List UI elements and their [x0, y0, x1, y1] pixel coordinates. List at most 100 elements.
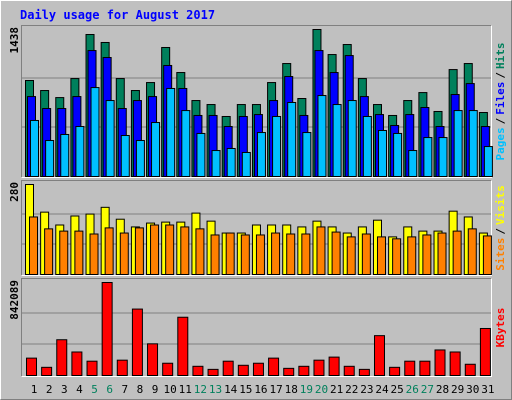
bar: [479, 327, 491, 376]
bar: [464, 363, 476, 376]
x-tick-label: 2: [46, 383, 53, 396]
bar: [361, 233, 371, 275]
x-tick-label: 13: [209, 383, 222, 396]
bar: [423, 137, 433, 177]
bar: [377, 129, 387, 178]
bar: [29, 216, 38, 275]
legend: Pages / Files / Hits: [494, 43, 507, 161]
y-tick-label: 842089: [8, 280, 21, 320]
bar: [393, 132, 403, 178]
bar: [287, 101, 297, 177]
bar: [150, 224, 160, 275]
x-tick-label: 19: [300, 383, 313, 396]
bar: [241, 151, 251, 177]
bar: [71, 351, 83, 376]
bar: [60, 133, 70, 177]
bar: [376, 236, 386, 275]
panel-light: [21, 180, 492, 276]
bar: [44, 228, 54, 276]
x-tick-label: 26: [406, 383, 419, 396]
x-tick-label: 20: [315, 383, 328, 396]
bar: [422, 234, 432, 275]
bar: [207, 368, 219, 377]
panel-shade: [21, 180, 492, 276]
bar: [392, 238, 402, 275]
bar: [166, 87, 176, 177]
bar: [482, 235, 492, 276]
bar: [237, 364, 249, 376]
bar: [181, 110, 191, 177]
bar: [255, 234, 265, 275]
legend: Sites / Visits: [494, 185, 507, 271]
bar: [211, 150, 221, 178]
bar: [346, 236, 356, 275]
legend-separator: /: [494, 72, 507, 79]
x-tick-label: 28: [436, 383, 449, 396]
x-tick-label: 25: [390, 383, 403, 396]
x-tick-label: 29: [451, 383, 464, 396]
bar: [41, 366, 53, 377]
x-tick-label: 18: [285, 383, 298, 396]
bar: [317, 95, 327, 177]
bar: [316, 226, 326, 276]
legend-entry: Files: [494, 82, 507, 115]
bar: [452, 230, 462, 276]
bar: [302, 132, 312, 178]
bar: [101, 282, 113, 376]
x-tick-label: 22: [345, 383, 358, 396]
bar: [240, 234, 250, 275]
legend-separator: /: [494, 228, 507, 235]
bar: [162, 362, 174, 377]
bar: [283, 367, 295, 377]
bar: [192, 365, 204, 376]
bar: [404, 360, 416, 377]
bar: [119, 232, 129, 276]
y-tick-label: 1438: [8, 27, 21, 54]
bar: [151, 122, 161, 177]
x-tick-label: 21: [330, 383, 343, 396]
x-tick-label: 6: [106, 383, 113, 396]
bar: [105, 100, 115, 177]
bar: [45, 140, 55, 178]
panel-light: [21, 278, 492, 377]
bar: [332, 104, 342, 177]
bar: [120, 135, 130, 177]
x-tick-label: 12: [194, 383, 207, 396]
bar: [313, 359, 325, 376]
bar: [286, 233, 296, 275]
bar: [419, 360, 431, 377]
legend-entry: Hits: [494, 43, 507, 70]
x-tick-label: 27: [421, 383, 434, 396]
bar: [437, 232, 447, 276]
bar: [89, 233, 99, 275]
x-tick-label: 9: [152, 383, 159, 396]
panel-light: [21, 25, 492, 178]
bar: [30, 119, 39, 177]
bar: [116, 359, 128, 376]
x-tick-label: 4: [76, 383, 83, 396]
x-tick-label: 17: [269, 383, 282, 396]
legend-entry: Visits: [494, 185, 507, 225]
bar: [268, 357, 280, 376]
bar: [328, 356, 340, 377]
bar: [373, 335, 385, 376]
panel-shade: [21, 278, 492, 377]
bar: [56, 339, 68, 376]
legend-entry: Pages: [494, 127, 507, 160]
bar: [131, 308, 143, 376]
x-tick-label: 10: [164, 383, 177, 396]
bar: [177, 316, 189, 376]
x-tick-label: 8: [137, 383, 144, 396]
bar: [59, 230, 69, 276]
bar: [252, 362, 264, 377]
bar: [26, 357, 37, 376]
x-tick-label: 31: [481, 383, 494, 396]
x-tick-label: 24: [375, 383, 389, 396]
bar: [226, 147, 236, 177]
x-tick-label: 5: [91, 383, 98, 396]
bar: [449, 351, 461, 376]
bar: [147, 343, 159, 377]
